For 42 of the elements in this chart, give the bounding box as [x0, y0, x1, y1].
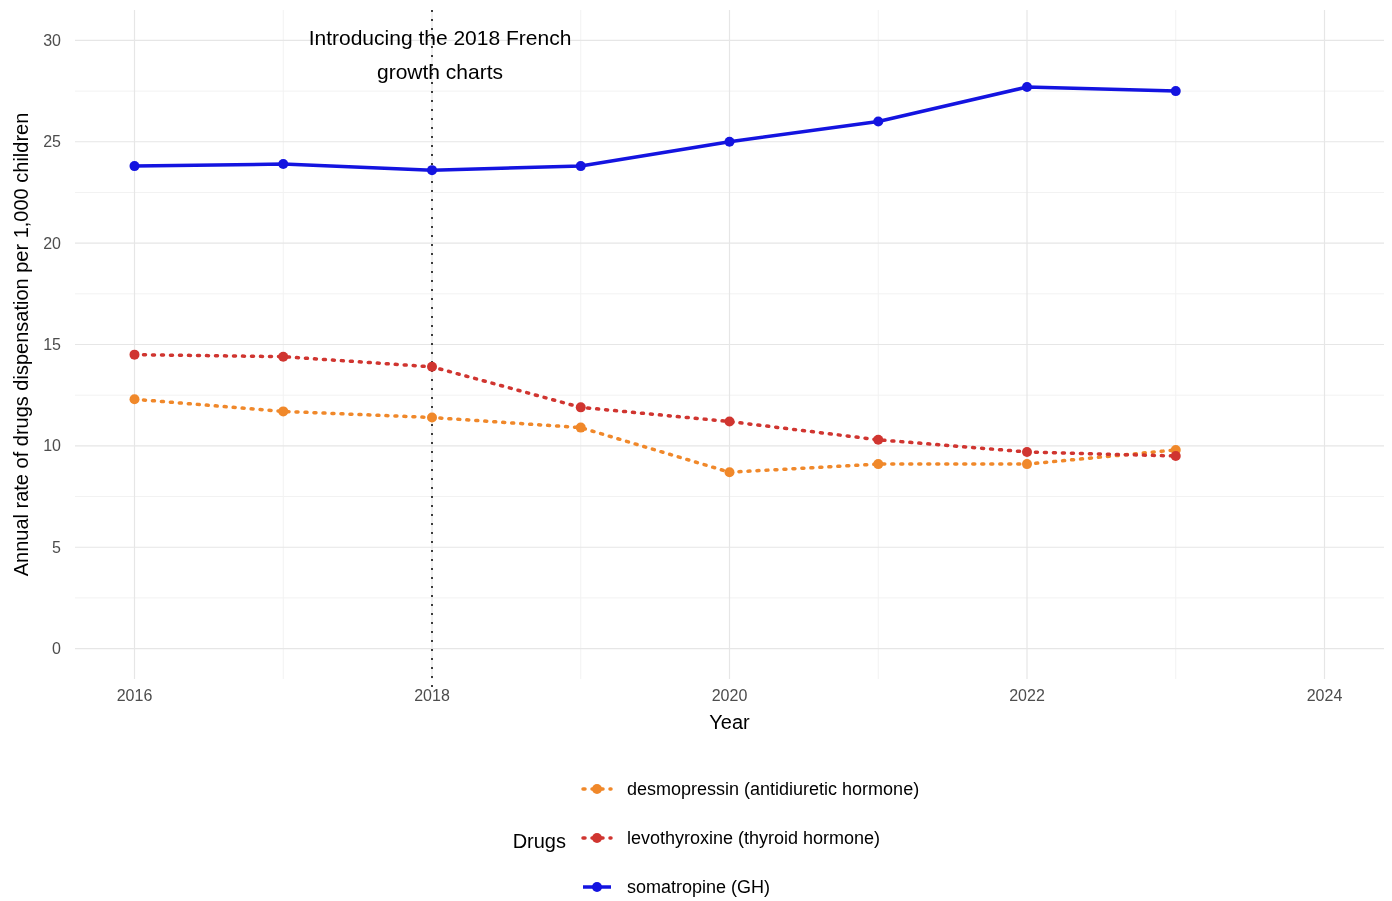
ref-line-label: Introducing the 2018 French growth charts: [308, 26, 572, 83]
y-axis-title: Annual rate of drugs dispensation per 1,000 children: [10, 112, 32, 577]
legend-label: levothyroxine (thyroid hormone): [627, 828, 881, 849]
point: [278, 406, 289, 417]
x-tick-label: 2018: [414, 687, 450, 704]
x-tick-label: 2020: [711, 687, 748, 704]
point: [129, 161, 140, 172]
y-tick-label: 30: [43, 32, 62, 50]
point: [1022, 82, 1032, 93]
point: [873, 434, 884, 445]
x-tick-label: 2016: [116, 687, 153, 704]
point: [427, 361, 437, 372]
point: [873, 459, 884, 470]
point: [129, 394, 140, 405]
point: [427, 165, 437, 176]
y-tick-label: 0: [52, 640, 62, 658]
point: [873, 116, 884, 127]
legend-label: desmopressin (antidiuretic hormone): [627, 779, 920, 800]
point: [427, 412, 437, 423]
point: [575, 161, 586, 172]
x-axis-title: Year: [709, 711, 751, 733]
point: [1022, 459, 1032, 470]
y-tick-label: 5: [52, 538, 62, 556]
point: [1170, 451, 1181, 461]
point: [1170, 86, 1181, 97]
legend-title: Drugs: [512, 830, 566, 852]
point: [575, 422, 586, 433]
point: [724, 416, 735, 427]
legend-label: somatropine (GH): [627, 877, 771, 898]
y-tick-label: 20: [43, 234, 62, 252]
x-tick-label: 2024: [1306, 687, 1343, 704]
point: [278, 351, 289, 362]
y-tick-label: 25: [43, 133, 62, 151]
point: [575, 402, 586, 413]
point: [129, 349, 140, 360]
x-tick-label: 2022: [1009, 687, 1045, 704]
y-tick-label: 15: [43, 336, 62, 354]
point: [724, 467, 735, 478]
y-tick-label: 10: [43, 437, 62, 455]
point: [278, 159, 289, 170]
point: [724, 136, 735, 147]
point: [1022, 446, 1032, 457]
